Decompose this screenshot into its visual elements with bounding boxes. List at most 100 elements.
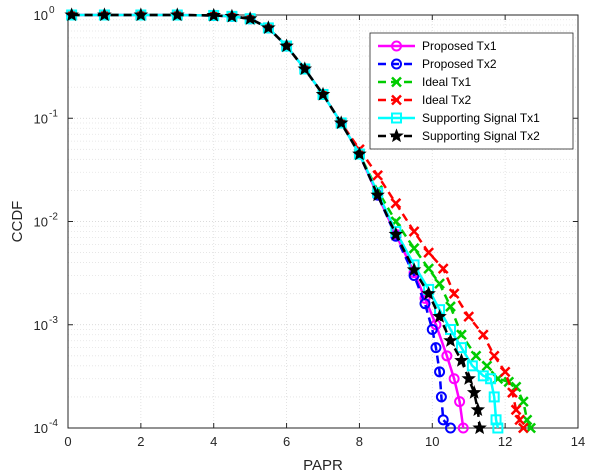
data-point (477, 329, 489, 341)
data-point (499, 366, 511, 378)
data-point (64, 7, 79, 22)
data-point (352, 146, 367, 161)
data-point (423, 263, 435, 274)
legend-label: Ideal Tx2 (422, 93, 471, 107)
x-tick-label: 14 (571, 434, 585, 449)
data-point (406, 262, 422, 277)
data-point (466, 385, 482, 399)
data-point (388, 226, 404, 241)
data-point (370, 187, 385, 202)
y-tick-label: 10 (34, 8, 48, 23)
x-tick-label: 10 (425, 434, 439, 449)
y-tick-exponent: -3 (49, 315, 58, 326)
data-point (455, 342, 467, 354)
data-point (492, 422, 504, 434)
y-tick-exponent: -1 (49, 108, 58, 119)
data-point (432, 308, 447, 323)
legend-marker (391, 76, 402, 88)
data-point (297, 61, 313, 76)
data-point (457, 422, 469, 434)
series-line (71, 13, 532, 429)
data-point (488, 391, 500, 403)
data-point (517, 396, 529, 408)
data-point (437, 263, 449, 274)
data-point (408, 226, 420, 237)
data-point (435, 391, 447, 403)
data-point (466, 360, 478, 372)
data-point (454, 352, 469, 367)
series-supporting-signal-tx2 (64, 7, 487, 435)
x-tick-label: 4 (210, 434, 217, 449)
data-point (333, 115, 349, 130)
data-point (390, 197, 402, 209)
legend-marker (391, 112, 402, 124)
data-point (470, 350, 482, 362)
data-point (408, 242, 420, 254)
legend-marker (391, 58, 402, 70)
data-point (488, 350, 500, 362)
data-point (242, 11, 258, 25)
data-point (463, 311, 475, 322)
data-point (456, 329, 467, 341)
legend-box (369, 32, 574, 150)
legend-label: Supporting Signal Tx1 (422, 111, 540, 125)
y-axis-label: CCDF (9, 201, 26, 243)
data-point (97, 7, 112, 22)
data-point (510, 381, 522, 393)
data-point (430, 342, 442, 354)
data-point (517, 422, 529, 434)
legend-entry: Supporting Signal Tx1 (378, 111, 540, 125)
legend-marker (391, 40, 402, 52)
data-point (443, 333, 458, 347)
data-point (470, 402, 486, 416)
grid-lines (67, 15, 579, 429)
legend-label: Supporting Signal Tx2 (422, 129, 540, 143)
data-point (448, 373, 460, 385)
data-point (445, 301, 456, 312)
x-axis-label: PAPR (303, 457, 343, 474)
data-point (514, 414, 526, 426)
data-point (454, 396, 466, 408)
y-tick-exponent: -4 (49, 418, 58, 429)
data-point (423, 247, 435, 258)
data-point (372, 169, 384, 181)
data-point (507, 387, 518, 399)
data-point (485, 373, 497, 385)
y-tick-exponent: 0 (49, 5, 55, 16)
legend-entry: Proposed Tx2 (378, 57, 497, 71)
legend: Proposed Tx1 Proposed Tx2 Ideal Tx1 Ideal T… (369, 32, 574, 150)
y-tick-label: 10 (34, 215, 48, 230)
data-point (437, 414, 449, 426)
data-point (426, 323, 438, 335)
data-point (445, 422, 456, 434)
data-point (279, 38, 294, 53)
data-point (261, 20, 276, 35)
data-point (133, 7, 149, 22)
data-point (461, 371, 476, 385)
legend-entry: Ideal Tx1 (378, 75, 471, 89)
y-tick-exponent: -2 (49, 212, 58, 223)
x-tick-label: 8 (356, 434, 363, 449)
data-point (510, 404, 522, 416)
data-point (481, 360, 493, 372)
data-point (448, 288, 460, 300)
y-tick-label: 10 (34, 421, 48, 436)
legend-marker (389, 128, 404, 143)
legend-entry: Ideal Tx2 (378, 93, 471, 107)
data-point (434, 366, 446, 378)
legend-entry: Supporting Signal Tx2 (378, 128, 540, 143)
data-point (315, 86, 331, 101)
legend-label: Ideal Tx1 (422, 75, 471, 89)
data-point (472, 420, 487, 435)
x-tick-label: 6 (283, 434, 290, 449)
legend-entry: Proposed Tx1 (378, 39, 497, 53)
legend-marker (391, 94, 402, 106)
data-point (206, 7, 221, 22)
x-tick-label: 2 (137, 434, 144, 449)
data-point (477, 370, 489, 382)
x-axis-ticks: 0 2 4 6 8 10 12 14 (64, 15, 585, 449)
legend-label: Proposed Tx2 (422, 57, 497, 71)
legend-label: Proposed Tx1 (422, 39, 497, 53)
y-tick-label: 10 (34, 111, 48, 126)
